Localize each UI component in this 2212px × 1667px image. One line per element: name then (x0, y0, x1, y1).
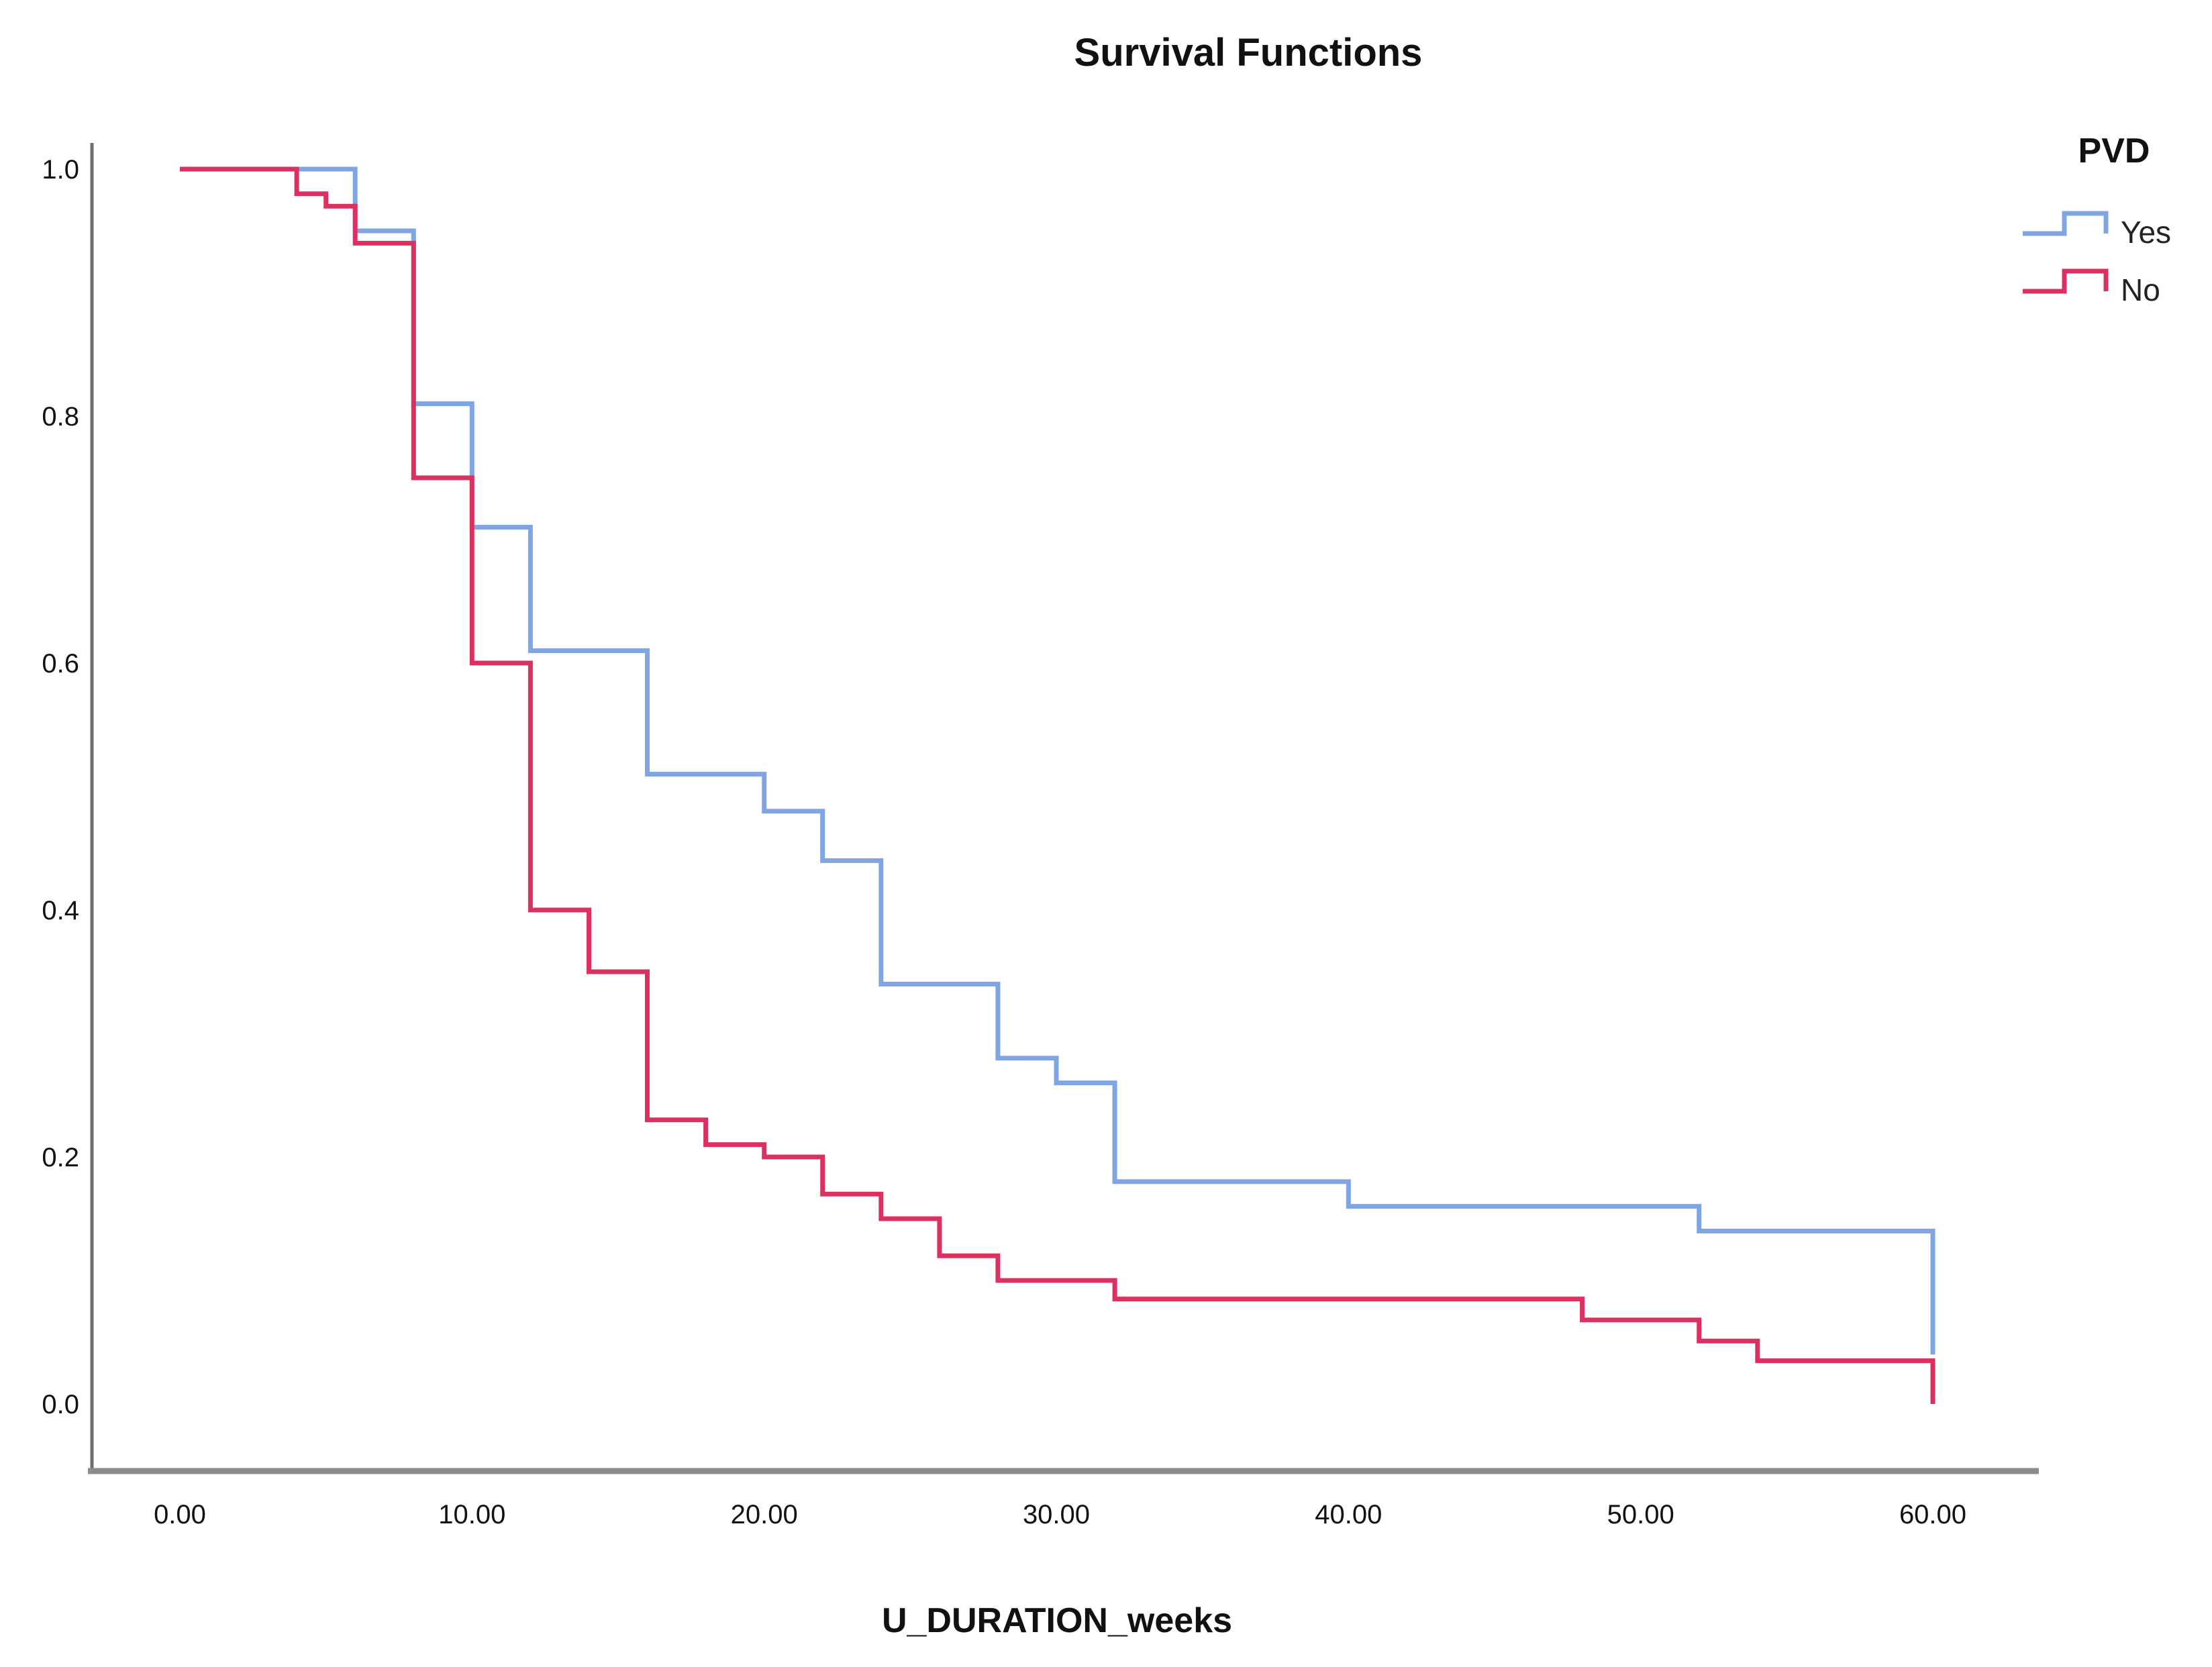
x-axis-tick-labels: 0.00 10.00 20.00 30.00 40.00 50.00 60.00 (154, 1500, 1966, 1529)
y-tick-label: 0.4 (42, 896, 79, 925)
legend-label-no: No (2121, 272, 2160, 307)
series-no-line (180, 166, 1936, 1404)
x-tick-label: 60.00 (1899, 1500, 1966, 1529)
y-axis-tick-labels: 1.0 0.8 0.6 0.4 0.2 0.0 (42, 155, 79, 1419)
x-tick-label: 0.00 (154, 1500, 206, 1529)
legend: PVD Yes No (2023, 132, 2171, 307)
chart-title: Survival Functions (1074, 31, 1423, 74)
x-tick-label: 20.00 (731, 1500, 798, 1529)
y-tick-label: 0.2 (42, 1143, 79, 1172)
y-tick-label: 0.6 (42, 649, 79, 678)
legend-title: PVD (2078, 132, 2150, 170)
y-tick-label: 0.8 (42, 402, 79, 432)
y-tick-label: 1.0 (42, 155, 79, 185)
x-tick-label: 30.00 (1023, 1500, 1090, 1529)
x-axis-label: U_DURATION_weeks (882, 1601, 1232, 1640)
x-tick-label: 10.00 (438, 1500, 505, 1529)
legend-no-step-icon (2023, 268, 2109, 294)
y-tick-label: 0.0 (42, 1390, 79, 1419)
x-tick-label: 50.00 (1607, 1500, 1674, 1529)
legend-label-yes: Yes (2121, 215, 2171, 250)
series-yes-line (180, 166, 1936, 1355)
legend-yes-step-icon (2023, 211, 2109, 236)
x-tick-label: 40.00 (1315, 1500, 1382, 1529)
